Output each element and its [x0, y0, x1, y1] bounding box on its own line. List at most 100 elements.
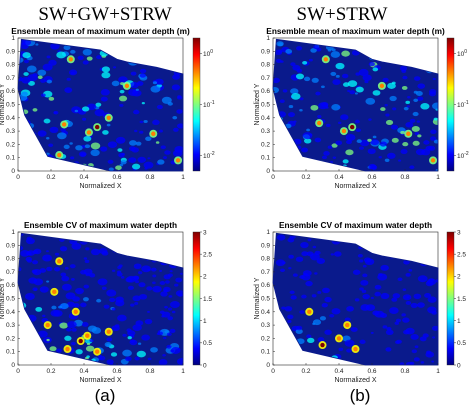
field-texture-blob — [402, 75, 408, 80]
field-texture-blob — [171, 310, 176, 314]
field-texture-blob — [39, 286, 49, 293]
field-texture-blob — [331, 143, 338, 148]
field-texture-blob — [159, 281, 166, 286]
hotspot-core — [323, 57, 328, 62]
field-texture-blob — [405, 121, 414, 128]
field-texture-blob — [299, 310, 305, 314]
field-texture-blob — [321, 102, 329, 108]
hotspot-core — [406, 131, 411, 136]
field-texture-blob — [152, 274, 157, 278]
colorbar-tick-label: 10-1 — [203, 100, 215, 109]
y-tick-label: 0.5 — [261, 102, 270, 109]
field-texture-blob — [156, 104, 163, 110]
field-texture-blob — [59, 246, 68, 252]
column-title-right: SW+STRW — [296, 4, 388, 25]
domain-outline — [17, 38, 184, 172]
field-texture-blob — [342, 159, 349, 164]
field-texture-blob — [372, 67, 379, 72]
x-tick-label: 0.2 — [46, 174, 55, 181]
field-texture-blob — [70, 49, 76, 54]
y-tick-label: 0.3 — [6, 322, 15, 329]
field-texture-blob — [335, 62, 345, 70]
field-texture-blob — [417, 83, 426, 89]
field-texture-blob — [285, 49, 293, 54]
colorbar-tick-label: 2 — [457, 274, 461, 281]
field-texture-blob — [368, 61, 375, 67]
field-texture-blob — [64, 335, 72, 341]
field-texture-blob — [323, 151, 330, 156]
field-texture-blob — [106, 337, 113, 342]
field-texture-blob — [176, 123, 183, 129]
field-texture-blob — [287, 319, 292, 323]
field-texture-blob — [342, 73, 349, 79]
field-texture-blob — [137, 342, 142, 345]
field-texture-blob — [56, 51, 67, 59]
field-texture-blob — [365, 304, 376, 311]
y-tick-label: 0 — [11, 168, 15, 175]
domain-outline — [272, 232, 439, 366]
field-texture-blob — [365, 97, 376, 105]
field-texture-blob — [134, 302, 139, 305]
y-tick-label: 0.7 — [6, 269, 15, 276]
field-texture-blob — [48, 59, 57, 66]
field-texture-blob — [291, 235, 296, 239]
field-texture-blob — [86, 355, 90, 358]
field-texture-blob — [108, 167, 114, 171]
field-texture-blob — [130, 71, 137, 76]
field-texture-blob — [66, 301, 75, 308]
colorbar — [192, 37, 201, 172]
field-texture-blob — [412, 140, 420, 146]
field-texture-blob — [74, 109, 79, 113]
y-tick-label: 0.1 — [261, 349, 270, 356]
field-texture-blob — [136, 350, 146, 358]
field-texture-blob — [101, 66, 111, 73]
field-texture-blob — [100, 146, 108, 152]
field-texture-blob — [357, 253, 363, 258]
field-texture-blob — [27, 74, 38, 82]
field-texture-blob — [83, 297, 89, 302]
field-texture-blob — [288, 112, 295, 118]
y-tick-label: 0.1 — [6, 349, 15, 356]
hotspot-core — [95, 349, 100, 354]
field-texture-blob — [132, 324, 142, 331]
field-texture-blob — [32, 260, 39, 265]
x-axis-label: Normalized X — [334, 183, 376, 190]
field-texture-blob — [107, 159, 114, 164]
field-texture-blob — [173, 127, 179, 132]
hotspot-core — [57, 259, 62, 264]
field-texture-blob — [303, 76, 311, 82]
field-texture-blob — [58, 305, 63, 309]
field-texture-blob — [401, 85, 408, 90]
field-texture-blob — [177, 95, 182, 99]
field-texture-blob — [109, 297, 116, 303]
field-texture-blob — [359, 259, 364, 263]
hotspot-core — [95, 124, 100, 130]
field-texture-blob — [89, 339, 94, 343]
field-texture-blob — [160, 145, 166, 150]
colorbar — [446, 231, 455, 366]
field-texture-blob — [391, 137, 399, 143]
hotspot-core — [78, 338, 83, 344]
field-texture-blob — [349, 90, 356, 95]
field-texture-blob — [273, 86, 280, 94]
field-texture-blob — [347, 89, 351, 93]
field-texture-blob — [159, 310, 165, 314]
y-tick-label: 0.9 — [261, 48, 270, 55]
field-texture-blob — [274, 49, 283, 55]
field-texture-blob — [158, 359, 168, 365]
chart-panel-top-left: Ensemble mean of maximum water depth (m)… — [0, 26, 215, 190]
field-texture-blob — [175, 290, 183, 297]
field-texture-blob — [311, 294, 317, 298]
field-texture-blob — [276, 234, 286, 241]
y-tick-label: 0.6 — [6, 282, 15, 289]
field-texture-blob — [432, 102, 438, 110]
field-texture-blob — [24, 292, 35, 301]
x-tick-label: 1 — [436, 174, 440, 181]
field-texture-blob — [41, 93, 46, 97]
field-texture-blob — [325, 106, 329, 109]
field-texture-blob — [332, 79, 341, 85]
chart-panel-bottom-right: Ensemble CV of maximum water depth 0 0.2 0.… — [254, 220, 466, 384]
field-texture-blob — [403, 106, 409, 111]
y-tick-label: 0.3 — [261, 128, 270, 135]
field-texture-blob — [25, 251, 32, 256]
